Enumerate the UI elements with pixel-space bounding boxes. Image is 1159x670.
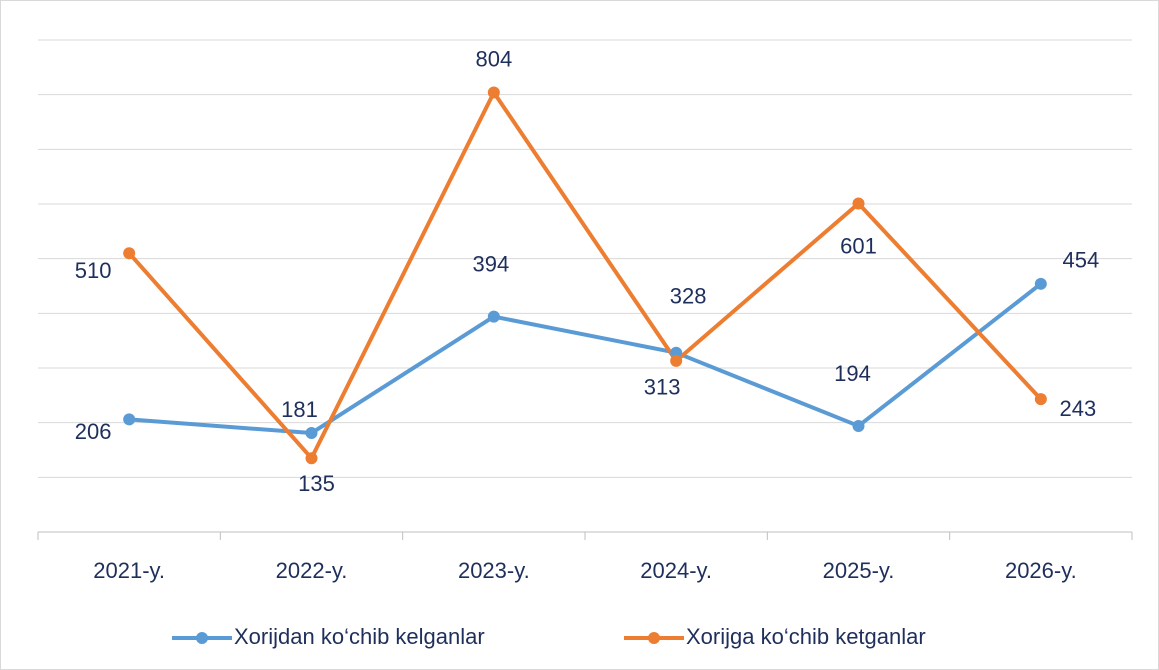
series-line <box>129 282 1043 436</box>
data-label: 601 <box>840 233 877 258</box>
point <box>1034 393 1047 406</box>
data-label: 194 <box>834 361 871 386</box>
data-label: 804 <box>475 46 512 71</box>
x-tick-label: 2022-y. <box>276 558 348 583</box>
point <box>305 427 318 440</box>
data-label: 181 <box>281 397 318 422</box>
data-label: 135 <box>298 471 335 496</box>
point <box>123 413 136 426</box>
data-label: 313 <box>644 375 681 400</box>
point <box>1034 277 1047 290</box>
legend-marker <box>648 632 660 644</box>
point <box>487 310 500 323</box>
x-tick-label: 2023-y. <box>458 558 530 583</box>
point <box>852 197 865 210</box>
point <box>670 354 683 367</box>
legend-label: Xorijdan ko‘chib kelganlar <box>234 624 485 649</box>
data-label: 510 <box>75 258 112 283</box>
data-label: 394 <box>472 251 509 276</box>
data-label: 328 <box>670 284 707 309</box>
x-tick-label: 2025-y. <box>823 558 895 583</box>
x-tick-label: 2024-y. <box>640 558 712 583</box>
data-label: 206 <box>75 419 112 444</box>
x-tick-label: 2026-y. <box>1005 558 1077 583</box>
data-label: 243 <box>1059 396 1096 421</box>
x-tick-label: 2021-y. <box>93 558 165 583</box>
series-line <box>127 90 1043 461</box>
point <box>852 419 865 432</box>
point <box>123 247 136 260</box>
point <box>670 346 683 359</box>
point <box>487 86 500 99</box>
point <box>305 452 318 465</box>
legend-marker <box>196 632 208 644</box>
legend-label: Xorijga ko‘chib ketganlar <box>686 624 926 649</box>
data-label: 454 <box>1062 248 1099 273</box>
